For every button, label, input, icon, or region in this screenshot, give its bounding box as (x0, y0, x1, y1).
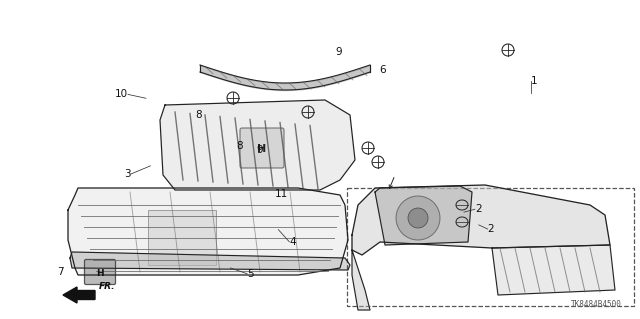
Text: 9: 9 (335, 47, 342, 57)
Bar (347, 188, 634, 306)
Text: 7: 7 (58, 267, 64, 277)
FancyBboxPatch shape (240, 128, 284, 168)
Text: 3: 3 (125, 169, 131, 179)
Text: FR.: FR. (99, 282, 115, 291)
Text: 4: 4 (289, 237, 296, 247)
Text: H: H (257, 144, 267, 154)
Text: 10: 10 (115, 89, 128, 100)
Polygon shape (352, 250, 370, 310)
Text: 8: 8 (237, 141, 243, 151)
Polygon shape (68, 188, 348, 275)
FancyArrow shape (63, 287, 95, 303)
Text: TK8484B4500: TK8484B4500 (572, 300, 622, 309)
Text: 8: 8 (196, 110, 202, 121)
Polygon shape (375, 186, 472, 245)
Polygon shape (352, 185, 610, 255)
Text: 6: 6 (379, 65, 385, 75)
Text: H: H (96, 270, 104, 278)
Text: 11: 11 (275, 189, 289, 199)
Text: 9: 9 (256, 145, 262, 155)
Text: 1: 1 (531, 76, 538, 86)
Bar (148, 210, 216, 265)
Circle shape (408, 208, 428, 228)
Circle shape (396, 196, 440, 240)
FancyBboxPatch shape (84, 259, 115, 285)
Text: 2: 2 (475, 204, 481, 214)
Polygon shape (160, 100, 355, 190)
Text: 5: 5 (247, 269, 253, 279)
Polygon shape (70, 252, 350, 270)
Polygon shape (492, 245, 615, 295)
Text: 2: 2 (488, 224, 494, 234)
